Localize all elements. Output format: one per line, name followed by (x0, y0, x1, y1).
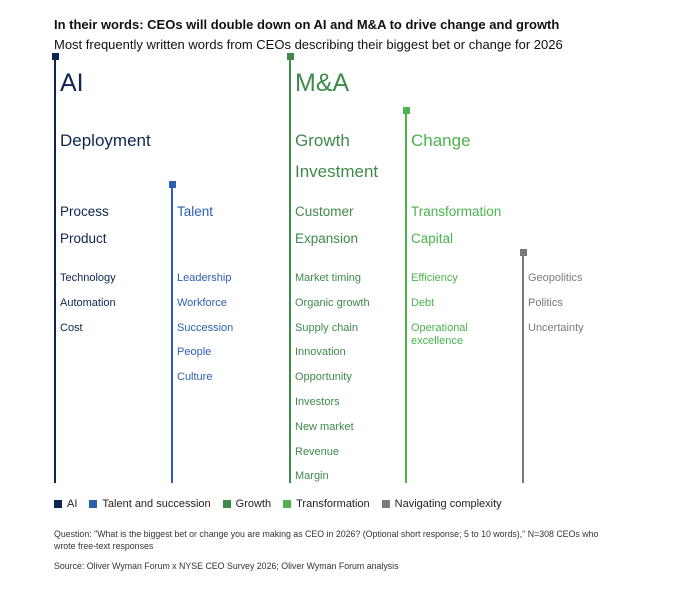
column-marker (169, 181, 176, 188)
word-label: Growth (295, 131, 350, 150)
legend-swatch (89, 500, 98, 508)
word-label: Investors (295, 396, 340, 408)
word-label: Culture (177, 371, 213, 384)
word-label: Market timing (295, 272, 362, 284)
word-label: Product (60, 231, 107, 246)
question-note: Question: "What is the biggest bet or ch… (54, 529, 599, 551)
word-label: Uncertainty (528, 321, 584, 334)
word-label: AI (60, 69, 84, 97)
word-label: Deployment (60, 131, 151, 150)
legend-label: Growth (235, 498, 272, 510)
legend-label: Navigating complexity (394, 498, 502, 510)
column-marker (52, 53, 59, 60)
column-marker (403, 107, 410, 114)
word-label: M&A (295, 69, 350, 97)
word-label: Process (60, 204, 109, 219)
legend-item: Talent and succession (89, 498, 211, 510)
word-label: Operational excellence (411, 321, 468, 348)
legend-label: Talent and succession (102, 498, 211, 510)
word-label: Debt (411, 296, 435, 309)
column-line (171, 184, 173, 483)
word-label: Expansion (295, 231, 359, 246)
word-label: Supply chain (295, 321, 358, 334)
legend-swatch (222, 500, 231, 508)
legend-item: Navigating complexity (381, 498, 502, 510)
source-note: Source: Oliver Wyman Forum x NYSE CEO Su… (54, 561, 399, 571)
word-label: Margin (295, 470, 329, 483)
legend-swatch (381, 500, 390, 508)
word-label: Succession (177, 321, 234, 334)
column-line (289, 56, 291, 483)
word-label: Innovation (295, 346, 346, 359)
word-label: Cost (60, 321, 83, 334)
legend-item: Transformation (283, 498, 370, 510)
word-label: Organic growth (295, 296, 370, 309)
word-label: Transformation (411, 204, 502, 219)
legend-item: AI (54, 498, 77, 510)
column-marker (520, 249, 527, 256)
word-label: Automation (60, 296, 116, 309)
word-label: Leadership (177, 272, 232, 284)
word-label: Talent (177, 204, 214, 219)
word-label: People (177, 346, 212, 359)
legend-swatch (283, 500, 292, 508)
word-chart: AI Deployment Process Product Technology Auto… (0, 53, 676, 488)
legend-label: Transformation (296, 498, 370, 510)
column-marker (287, 53, 294, 60)
word-label: Opportunity (295, 371, 352, 384)
legend-label: AI (67, 498, 78, 510)
column-line (405, 110, 407, 483)
legend: AI Talent and succession Growth Transformat… (54, 498, 502, 510)
word-label: Customer (295, 204, 354, 219)
word-label: Capital (411, 231, 454, 246)
chart-title: In their words: CEOs will double down on… (54, 17, 560, 32)
word-label: Change (411, 131, 471, 150)
word-label: Geopolitics (528, 272, 583, 284)
word-label: New market (295, 420, 354, 433)
word-label: Efficiency (411, 272, 458, 284)
chart-subtitle: Most frequently written words from CEOs … (54, 37, 563, 52)
word-label: Revenue (295, 445, 340, 458)
column-line (522, 252, 524, 483)
word-label: Workforce (177, 296, 227, 309)
word-label: Investment (295, 162, 379, 181)
legend-item: Growth (222, 498, 272, 510)
word-label: Politics (528, 296, 563, 309)
legend-swatch (54, 500, 62, 508)
column-line (54, 56, 56, 483)
word-label: Technology (60, 272, 116, 284)
